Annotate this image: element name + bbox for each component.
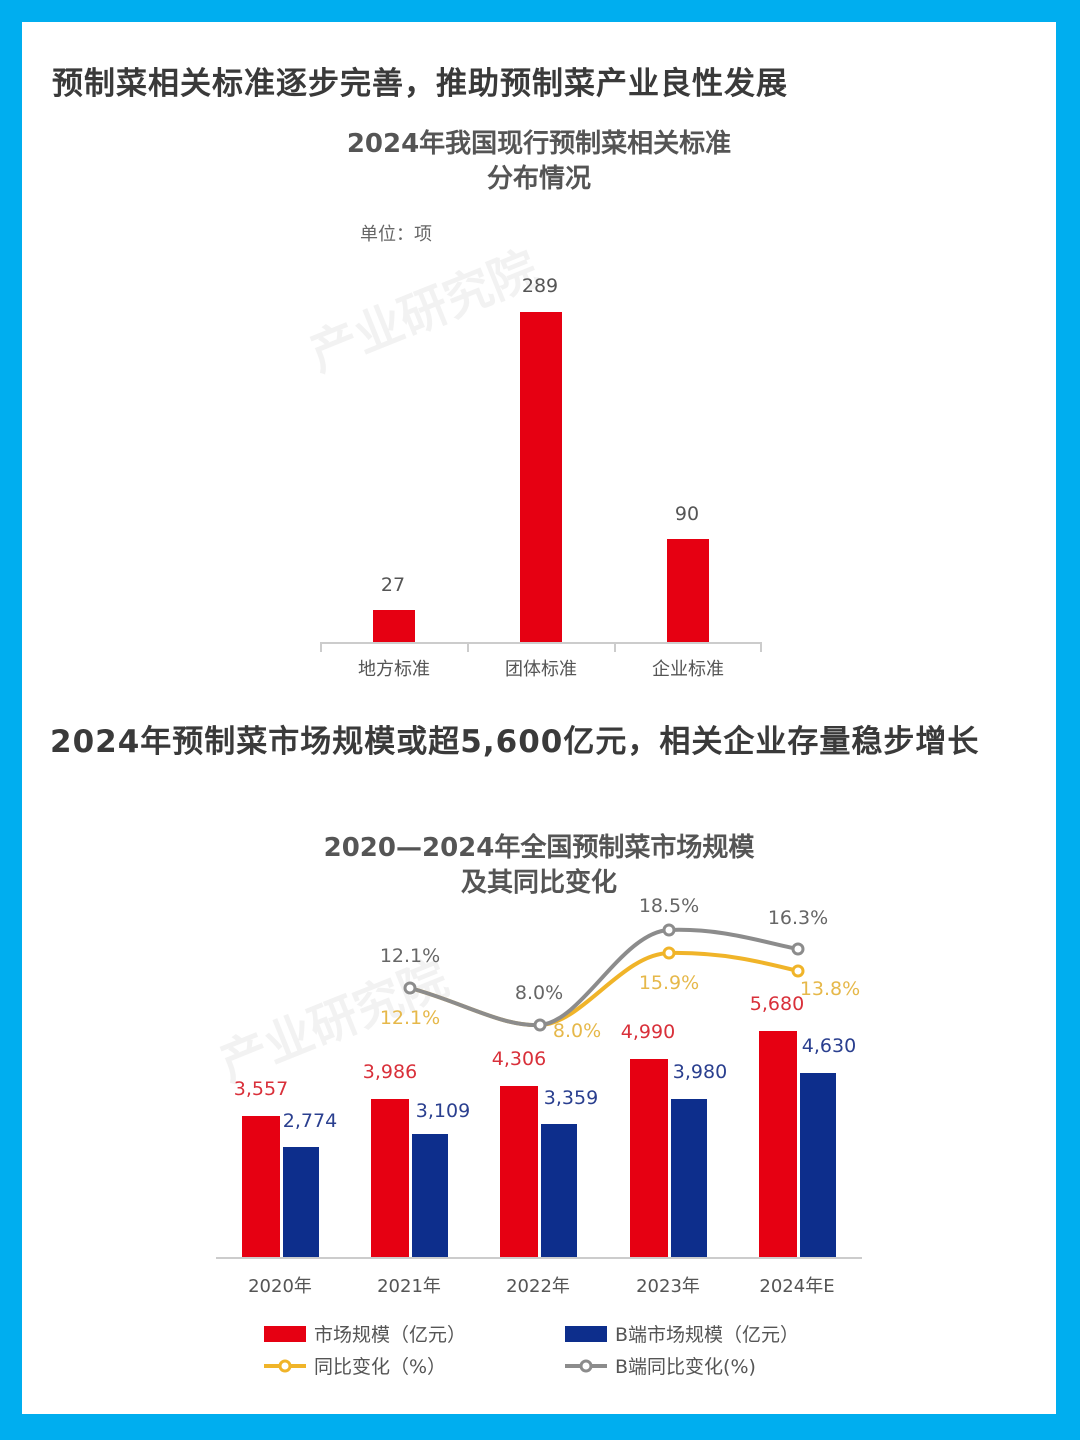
axis-tick [760,642,762,652]
legend-b-yoy: B端同比变化(%) [565,1352,756,1379]
legend-b-market: B端市场规模（亿元） [565,1320,799,1347]
chart1-title-line2: 分布情况 [486,164,591,194]
yoy-label: 12.1% [379,1007,441,1029]
headline-market: 2024年预制菜市场规模或超5,600亿元，相关企业存量稳步增长 [50,724,980,760]
bar-value-local: 27 [380,574,406,596]
axis-tick [320,642,322,652]
b-yoy-line [409,927,799,1028]
b-market-bar [541,1124,577,1257]
chart1-title-line1: 2024年我国现行预制菜相关标准 [346,129,732,159]
bar-group [520,312,562,642]
legend-swatch-red [264,1325,306,1342]
legend-label: 市场规模（亿元） [314,1324,467,1346]
year-label: 2020年 [248,1276,312,1297]
b-market-bar [283,1147,319,1257]
market-label: 5,680 [749,993,805,1015]
legend-market: 市场规模（亿元） [264,1320,466,1347]
category-label: 团体标准 [505,659,577,680]
b-market-bar [412,1134,448,1257]
market-bar [242,1116,280,1257]
b-market-bar [800,1073,836,1257]
yoy-label: 8.0% [552,1020,602,1042]
legend-line-gold-icon [264,1359,306,1372]
b-market-label: 2,774 [282,1110,338,1132]
market-bar [371,1099,409,1257]
year-label: 2022年 [506,1276,570,1297]
b-yoy-label: 18.5% [638,895,700,917]
axis-tick [467,642,469,652]
market-bar [630,1059,668,1257]
year-label: 2023年 [636,1276,700,1297]
headline-standards: 预制菜相关标准逐步完善，推助预制菜产业良性发展 [52,66,788,102]
market-label: 3,986 [362,1061,418,1083]
legend-line-gray-icon [565,1359,607,1372]
chart1-unit: 单位：项 [360,224,432,245]
yoy-label: 15.9% [638,972,700,994]
legend-swatch-blue [565,1325,607,1342]
b-market-bar [671,1099,707,1257]
b-yoy-label: 16.3% [767,907,829,929]
market-label: 4,990 [620,1021,676,1043]
yoy-label: 13.8% [799,978,861,1000]
bar-enterprise [667,539,709,642]
b-yoy-label: 8.0% [514,982,564,1004]
content-card: 产业研究院 产业研究院 预制菜相关标准逐步完善，推助预制菜产业良性发展 2024… [22,22,1056,1414]
market-label: 3,557 [233,1078,289,1100]
legend-yoy: 同比变化（%） [264,1352,446,1379]
legend-label: B端市场规模（亿元） [615,1324,800,1346]
chart2-title-line2: 及其同比变化 [460,868,617,898]
bar-value-enterprise: 90 [674,503,700,525]
b-market-label: 3,359 [543,1087,599,1109]
axis-tick [614,642,616,652]
b-yoy-label: 12.1% [379,945,441,967]
category-label: 地方标准 [358,659,430,680]
b-market-label: 3,109 [415,1100,471,1122]
market-bar [759,1031,797,1257]
year-label: 2021年 [377,1276,441,1297]
bar-local [373,610,415,642]
chart2-x-axis [216,1257,862,1259]
legend-label: 同比变化（%） [314,1356,447,1378]
chart2-title-line1: 2020—2024年全国预制菜市场规模 [323,833,755,863]
year-label: 2024年E [759,1276,835,1297]
b-market-label: 4,630 [801,1035,857,1057]
market-bar [500,1086,538,1257]
chart2-lines [403,923,805,1032]
market-label: 4,306 [491,1048,547,1070]
b-market-label: 3,980 [672,1061,728,1083]
category-label: 企业标准 [652,659,724,680]
legend-label: B端同比变化(%) [615,1356,756,1378]
chart1-x-axis [320,642,762,644]
bar-value-group: 289 [521,275,559,297]
